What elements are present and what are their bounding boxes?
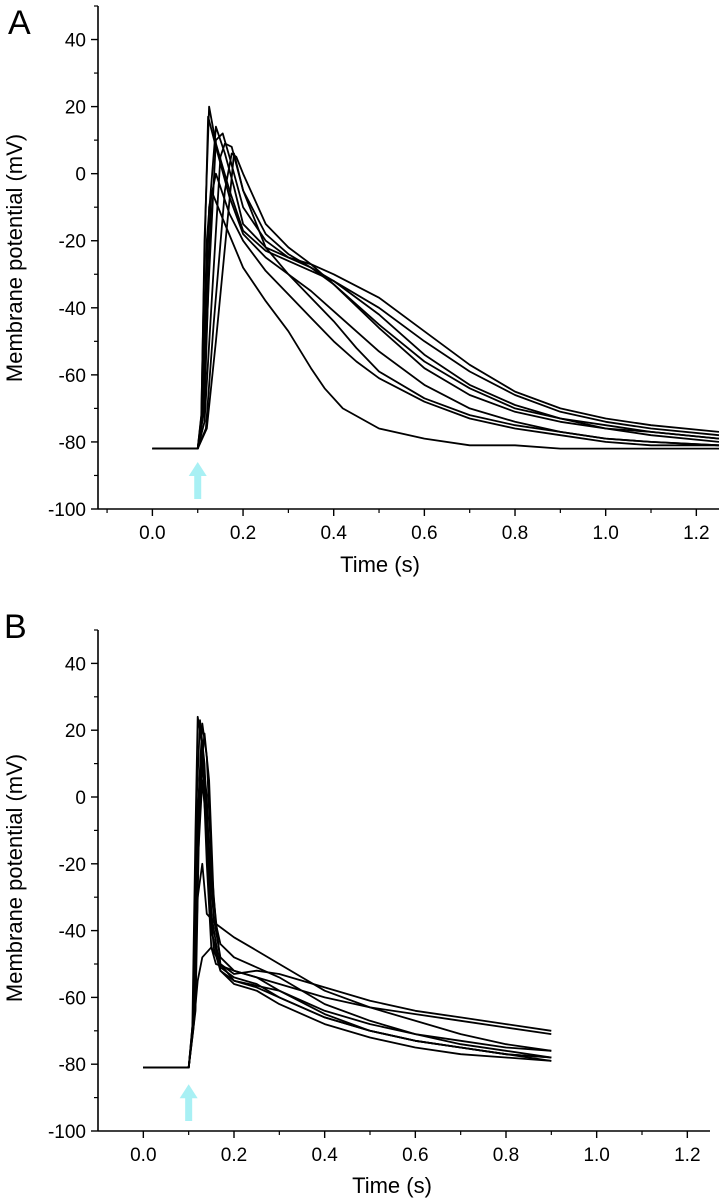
y-tick-label: 40 — [65, 654, 86, 675]
x-tick-label: 0.4 — [311, 1145, 338, 1166]
y-tick-label: -60 — [59, 366, 86, 387]
x-tick-label: 1.0 — [592, 523, 618, 544]
x-tick-label: 0.4 — [320, 523, 347, 544]
stimulus-arrow-head — [189, 462, 207, 476]
x-tick-label: 0.0 — [139, 523, 165, 544]
trace-3 — [152, 127, 719, 449]
x-tick-label: 0.2 — [221, 1145, 247, 1166]
figure: A Membrane potential (mV) Time (s) -100-… — [0, 0, 719, 1199]
x-tick-label: 0.2 — [230, 523, 256, 544]
stimulus-arrow-head — [180, 1084, 198, 1098]
x-tick-label: 0.8 — [502, 523, 528, 544]
y-tick-label: -80 — [59, 1055, 86, 1076]
stimulus-arrow-shaft — [194, 474, 201, 499]
y-tick-label: -40 — [59, 299, 86, 320]
stimulus-marker — [189, 462, 207, 499]
axis-ticks: -100 -80 -60 -40 -20 0 20 40 0.0 0.2 0.4 0.6 0.8 1.0 1… — [48, 630, 701, 1166]
x-tick-label: 0.8 — [493, 1145, 519, 1166]
y-tick-label: -80 — [59, 433, 86, 454]
stimulus-arrow-shaft — [185, 1096, 192, 1121]
x-tick-label: 0.0 — [130, 1145, 156, 1166]
y-tick-label: -100 — [48, 500, 86, 521]
y-tick-label: 0 — [75, 788, 86, 809]
y-tick-label: -40 — [59, 922, 86, 943]
x-tick-label: 0.6 — [402, 1145, 428, 1166]
stimulus-marker — [180, 1084, 198, 1121]
trace-7 — [143, 864, 551, 1068]
y-tick-label: -60 — [59, 988, 86, 1009]
x-tick-label: 1.2 — [683, 523, 709, 544]
axis-ticks: -100 -80 -60 -40 -20 0 20 40 0.0 0.2 0.4 0.6 0.8 1.0 1… — [48, 6, 710, 544]
panel-label: B — [4, 608, 27, 646]
x-axis-title: Time (s) — [340, 552, 420, 577]
y-axis-title: Membrane potential (mV) — [2, 754, 27, 1002]
axes — [98, 6, 719, 509]
panel-a: A Membrane potential (mV) Time (s) -100-… — [2, 4, 719, 577]
trace-4 — [152, 133, 719, 448]
y-axis-title: Membrane potential (mV) — [2, 134, 27, 382]
panel-b: B Membrane potential (mV) Time (s) -100-… — [2, 608, 710, 1198]
y-tick-label: 20 — [65, 721, 86, 742]
traces — [143, 717, 551, 1068]
y-tick-label: 40 — [65, 31, 86, 52]
y-tick-label: 20 — [65, 98, 86, 119]
y-tick-label: -20 — [59, 855, 86, 876]
trace-8 — [143, 947, 551, 1067]
y-tick-label: 0 — [75, 165, 86, 186]
x-tick-label: 0.6 — [411, 523, 437, 544]
panel-label: A — [8, 4, 31, 42]
y-tick-label: -20 — [59, 232, 86, 253]
y-tick-label: -100 — [48, 1122, 86, 1143]
x-tick-label: 1.2 — [674, 1145, 700, 1166]
x-tick-label: 1.0 — [583, 1145, 609, 1166]
traces — [152, 107, 719, 449]
x-axis-title: Time (s) — [352, 1173, 432, 1198]
